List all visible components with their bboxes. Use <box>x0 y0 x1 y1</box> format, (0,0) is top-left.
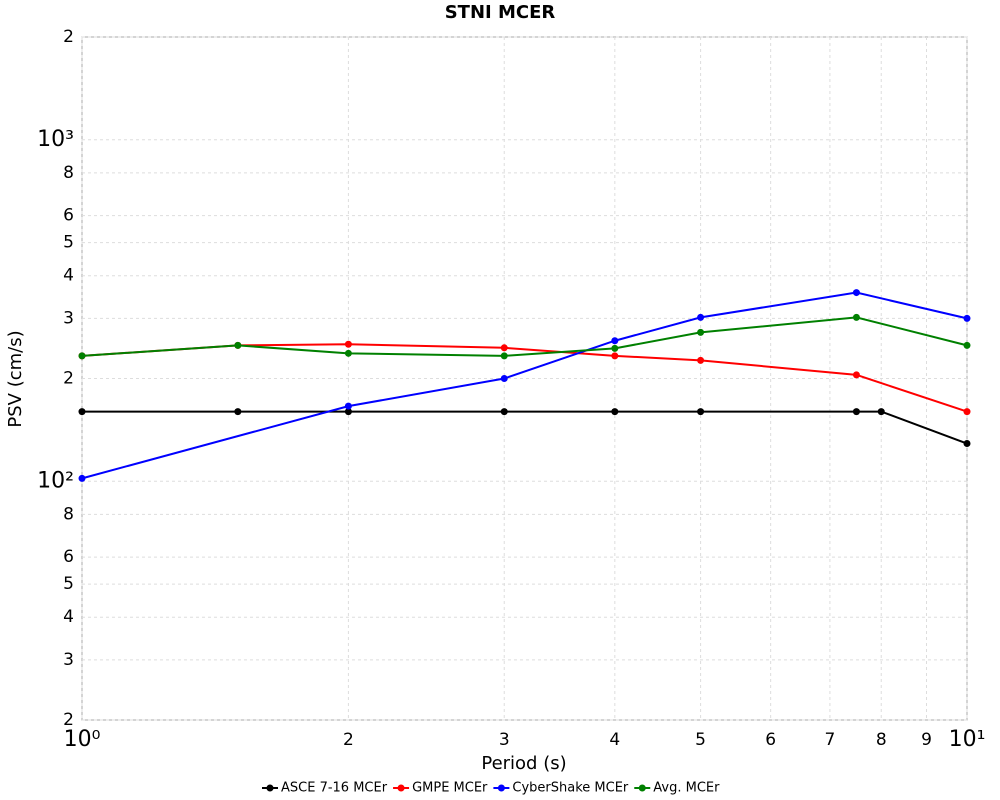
data-point <box>611 337 619 345</box>
chart-title: STNI MCER <box>445 2 556 23</box>
legend-label: Avg. MCEr <box>653 781 720 796</box>
data-point <box>852 313 860 321</box>
data-point <box>963 314 971 322</box>
y-tick-label: 10³ <box>37 127 74 152</box>
data-point <box>234 408 242 416</box>
legend-marker <box>266 784 274 792</box>
y-tick-label: 3 <box>63 650 74 670</box>
y-tick-label: 6 <box>63 206 74 226</box>
y-tick-label: 2 <box>63 369 74 389</box>
data-point <box>500 408 508 416</box>
data-point <box>963 341 971 349</box>
y-tick-label: 8 <box>63 163 74 183</box>
data-point <box>234 341 242 349</box>
y-tick-label: 5 <box>63 574 74 594</box>
y-tick-label: 4 <box>63 266 74 286</box>
data-point <box>852 371 860 379</box>
y-tick-label: 8 <box>63 504 74 524</box>
data-point <box>344 408 352 416</box>
x-tick-label: 10¹ <box>949 727 986 752</box>
data-point <box>344 349 352 357</box>
y-tick-label: 2 <box>63 710 74 730</box>
data-point <box>963 440 971 448</box>
x-tick-label: 5 <box>695 730 706 750</box>
data-point <box>877 408 885 416</box>
data-point <box>697 408 705 416</box>
plot-area <box>81 36 968 721</box>
legend-marker <box>397 784 405 792</box>
data-point <box>344 402 352 410</box>
data-point <box>697 313 705 321</box>
y-tick-label: 4 <box>63 607 74 627</box>
data-point <box>611 408 619 416</box>
legend: ASCE 7-16 MCEr GMPE MCEr CyberShake MCEr Av… <box>262 781 720 796</box>
x-tick-label: 7 <box>824 730 835 750</box>
y-tick-label: 3 <box>63 308 74 328</box>
data-point <box>500 352 508 360</box>
x-tick-label: 3 <box>499 730 510 750</box>
series-line <box>81 316 968 357</box>
data-point <box>611 344 619 352</box>
x-tick-label: 4 <box>609 730 620 750</box>
data-point <box>611 352 619 360</box>
data-point <box>78 352 86 360</box>
x-tick-label: 9 <box>921 730 932 750</box>
y-tick-label: 10² <box>37 468 74 493</box>
x-tick-label: 6 <box>765 730 776 750</box>
x-tick-label: 2 <box>343 730 354 750</box>
data-point <box>500 344 508 352</box>
data-point <box>963 408 971 416</box>
legend-label: GMPE MCEr <box>412 781 488 796</box>
y-axis-label: PSV (cm/s) <box>5 330 26 427</box>
data-point <box>697 328 705 336</box>
y-tick-label: 2 <box>63 27 74 47</box>
data-point <box>852 408 860 416</box>
data-point <box>852 289 860 297</box>
data-point <box>697 356 705 364</box>
x-tick-label: 10⁰ <box>64 727 101 752</box>
x-axis-label: Period (s) <box>481 753 566 774</box>
data-point <box>78 408 86 416</box>
data-point <box>78 474 86 482</box>
data-point <box>500 375 508 382</box>
y-tick-label: 6 <box>63 547 74 567</box>
data-point <box>344 340 352 348</box>
y-tick-label: 5 <box>63 233 74 253</box>
legend-marker <box>497 784 505 792</box>
legend-marker <box>638 784 646 792</box>
legend-label: ASCE 7-16 MCEr <box>281 781 388 796</box>
legend-label: CyberShake MCEr <box>512 781 629 796</box>
x-tick-label: 8 <box>876 730 887 750</box>
